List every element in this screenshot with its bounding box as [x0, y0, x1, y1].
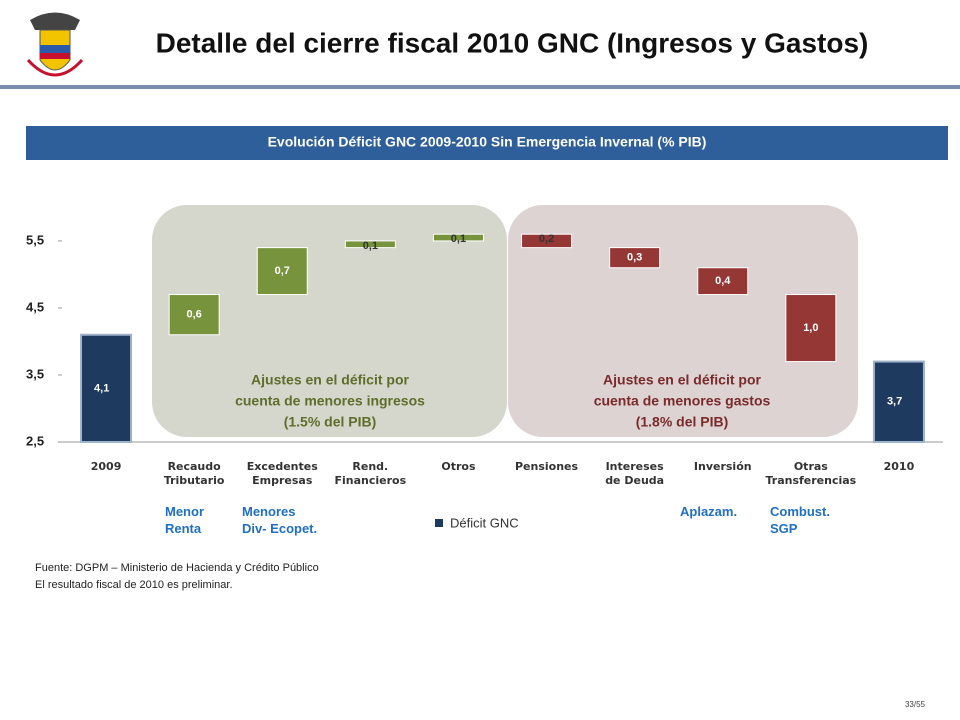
- group-box: [508, 205, 858, 437]
- bar: [432, 233, 484, 242]
- bar: [344, 240, 396, 249]
- header-rule: [0, 85, 960, 89]
- bar: [521, 233, 573, 249]
- note: Aplazam.: [680, 504, 738, 519]
- annotation: cuenta de menores gastos: [594, 393, 771, 409]
- x-tick-label: Excedentes Empresas: [246, 460, 318, 487]
- y-tick-label: 5,5: [26, 232, 44, 247]
- x-tick-label: Rend. Financieros: [334, 460, 407, 487]
- value-label: 1,0: [803, 322, 818, 334]
- footnote: El resultado fiscal de 2010 es prelimina…: [35, 579, 233, 591]
- y-tick-label: 2,5: [26, 433, 44, 448]
- slide-title: Detalle del cierre fiscal 2010 GNC (Ingr…: [156, 27, 869, 58]
- annotation: Ajustes en el déficit por: [251, 372, 409, 388]
- value-label: 0,4: [715, 275, 731, 287]
- value-label: 0,2: [539, 233, 554, 245]
- legend-swatch: [435, 519, 443, 527]
- value-label: 0,1: [451, 233, 466, 245]
- bar: [697, 267, 749, 296]
- bar: [168, 294, 220, 336]
- legend-label: Déficit GNC: [450, 515, 519, 530]
- value-label: 0,3: [627, 252, 642, 264]
- x-tick-label: Pensiones: [515, 460, 579, 473]
- bar: [785, 294, 837, 363]
- x-tick-label: Otras Transferencias: [765, 460, 857, 487]
- x-tick-label: Recaudo Tributario: [163, 460, 225, 487]
- value-label: 3,7: [887, 396, 902, 408]
- value-label: 0,1: [363, 240, 378, 252]
- x-tick-label: 2009: [90, 460, 122, 473]
- section-bar: [26, 126, 948, 160]
- annotation: (1.8% del PIB): [636, 414, 729, 430]
- bar: [872, 360, 925, 443]
- chart-title: Evolución Déficit GNC 2009-2010 Sin Emer…: [268, 134, 707, 150]
- x-tick-label: Otros: [441, 460, 476, 473]
- annotation: Ajustes en el déficit por: [603, 372, 761, 388]
- y-tick-label: 3,5: [26, 366, 44, 381]
- note: Menores Div- Ecopet.: [242, 504, 318, 536]
- note: Combust. SGP: [770, 504, 830, 536]
- source: Fuente: DGPM – Ministerio de Hacienda y …: [35, 562, 319, 574]
- bar: [609, 247, 661, 269]
- bar: [80, 333, 133, 443]
- x-tick-label: Intereses de Deuda: [605, 460, 665, 487]
- group-box: [152, 205, 507, 437]
- value-label: 0,7: [275, 265, 290, 277]
- note: Menor Renta: [165, 504, 204, 536]
- page-number: 33/55: [905, 700, 926, 709]
- x-tick-label: 2010: [883, 460, 915, 473]
- annotation: (1.5% del PIB): [284, 414, 377, 430]
- annotation: cuenta de menores ingresos: [235, 393, 425, 409]
- y-tick-label: 4,5: [26, 299, 44, 314]
- logo: [26, 12, 84, 77]
- value-label: 0,6: [187, 309, 202, 321]
- bar: [256, 247, 308, 296]
- value-label: 4,1: [94, 382, 109, 394]
- x-tick-label: Inversión: [693, 460, 752, 473]
